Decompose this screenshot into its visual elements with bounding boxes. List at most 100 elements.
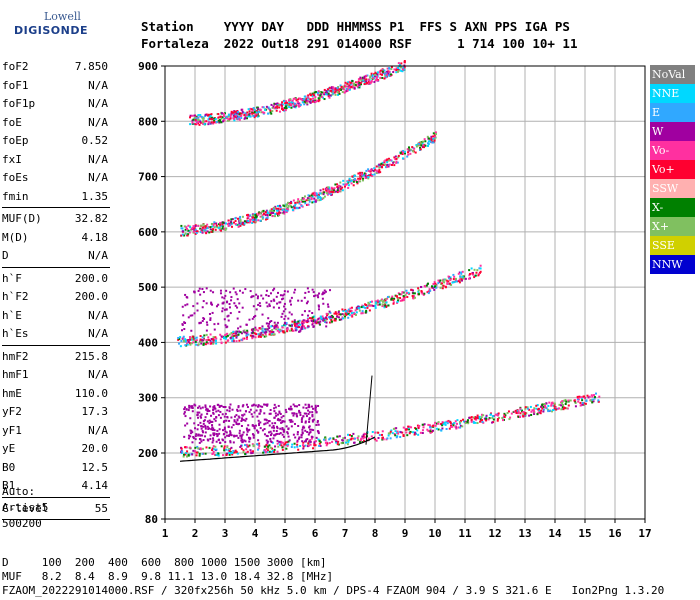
echo-point xyxy=(202,342,205,345)
echo-point xyxy=(229,223,232,226)
echo-point xyxy=(360,306,363,309)
echo-point xyxy=(381,436,384,439)
echo-point xyxy=(329,94,332,97)
echo-point xyxy=(269,434,272,437)
echo-point xyxy=(288,407,291,410)
echo-point xyxy=(212,408,215,411)
echo-point xyxy=(217,403,220,406)
echo-point xyxy=(285,425,288,428)
echo-point xyxy=(426,142,429,145)
echo-point xyxy=(284,105,287,108)
echo-point xyxy=(261,210,264,213)
param-row: B1 4.14 xyxy=(2,477,108,496)
echo-point xyxy=(225,431,228,434)
echo-point xyxy=(317,194,320,197)
echo-point xyxy=(300,420,303,423)
echo-point xyxy=(187,229,190,232)
echo-point xyxy=(339,313,342,316)
echo-point xyxy=(323,88,326,91)
echo-point xyxy=(530,410,533,413)
echo-point xyxy=(390,297,393,300)
echo-point xyxy=(366,74,369,77)
echo-point xyxy=(283,106,286,109)
echo-point xyxy=(242,404,245,407)
echo-point xyxy=(309,428,312,431)
echo-point xyxy=(273,416,276,419)
echo-point xyxy=(577,397,580,400)
echo-point xyxy=(479,267,482,270)
echo-point xyxy=(375,165,378,168)
echo-point xyxy=(228,419,231,422)
echo-point xyxy=(334,312,337,315)
echo-point xyxy=(359,174,362,177)
echo-point xyxy=(261,106,264,109)
echo-point xyxy=(229,430,232,433)
echo-point xyxy=(345,85,348,88)
echo-point xyxy=(182,335,185,338)
echo-point xyxy=(263,331,266,334)
echo-point xyxy=(359,439,362,442)
echo-point xyxy=(187,233,190,236)
param-value: 7.850 xyxy=(74,60,108,73)
echo-point xyxy=(208,231,211,234)
echo-point xyxy=(181,329,184,332)
echo-point xyxy=(338,186,341,189)
param-row: h`E N/A xyxy=(2,307,108,326)
echo-point xyxy=(395,157,398,160)
echo-point xyxy=(280,107,283,110)
echo-point xyxy=(235,450,238,453)
echo-point xyxy=(251,112,254,115)
echo-point xyxy=(230,299,233,302)
echo-point xyxy=(282,428,285,431)
echo-point xyxy=(331,91,334,94)
echo-point xyxy=(332,87,335,90)
echo-point xyxy=(375,75,378,78)
echo-point xyxy=(292,97,295,100)
echo-point xyxy=(278,204,281,207)
echo-point xyxy=(574,401,577,404)
echo-point xyxy=(303,95,306,98)
echo-point xyxy=(304,403,307,406)
param-value: 200.0 xyxy=(74,271,108,285)
echo-point xyxy=(272,306,275,309)
echo-point xyxy=(507,410,510,413)
echo-point xyxy=(415,145,418,148)
echo-point xyxy=(288,99,291,102)
echo-point xyxy=(318,442,321,445)
echo-point xyxy=(264,329,267,332)
echo-point xyxy=(249,218,252,221)
echo-point xyxy=(540,409,543,412)
echo-point xyxy=(267,294,270,297)
param-label: C-level xyxy=(2,501,49,515)
echo-point xyxy=(296,201,299,204)
echo-point xyxy=(215,416,218,419)
echo-point xyxy=(222,337,225,340)
echo-point xyxy=(346,82,349,85)
echo-point xyxy=(344,316,347,319)
echo-point xyxy=(249,219,252,222)
echo-point xyxy=(524,407,527,410)
echo-point xyxy=(462,275,465,278)
echo-point xyxy=(209,226,212,229)
echo-point xyxy=(346,312,349,315)
echo-point xyxy=(233,113,236,116)
echo-point xyxy=(238,113,241,116)
echo-point xyxy=(272,437,275,440)
echo-point xyxy=(184,232,187,235)
echo-point xyxy=(202,425,205,428)
echo-point xyxy=(352,180,355,183)
echo-point xyxy=(563,399,566,402)
echo-point xyxy=(442,279,445,282)
echo-point xyxy=(301,440,304,443)
echo-point xyxy=(227,449,230,452)
echo-point xyxy=(232,111,235,114)
echo-point xyxy=(458,281,461,284)
echo-point xyxy=(186,422,189,425)
echo-point xyxy=(234,223,237,226)
echo-point xyxy=(219,333,222,336)
echo-point xyxy=(212,122,215,125)
echo-point xyxy=(375,77,378,80)
echo-point xyxy=(424,285,427,288)
echo-point xyxy=(278,411,281,414)
auto-code: 500200 xyxy=(2,517,42,530)
